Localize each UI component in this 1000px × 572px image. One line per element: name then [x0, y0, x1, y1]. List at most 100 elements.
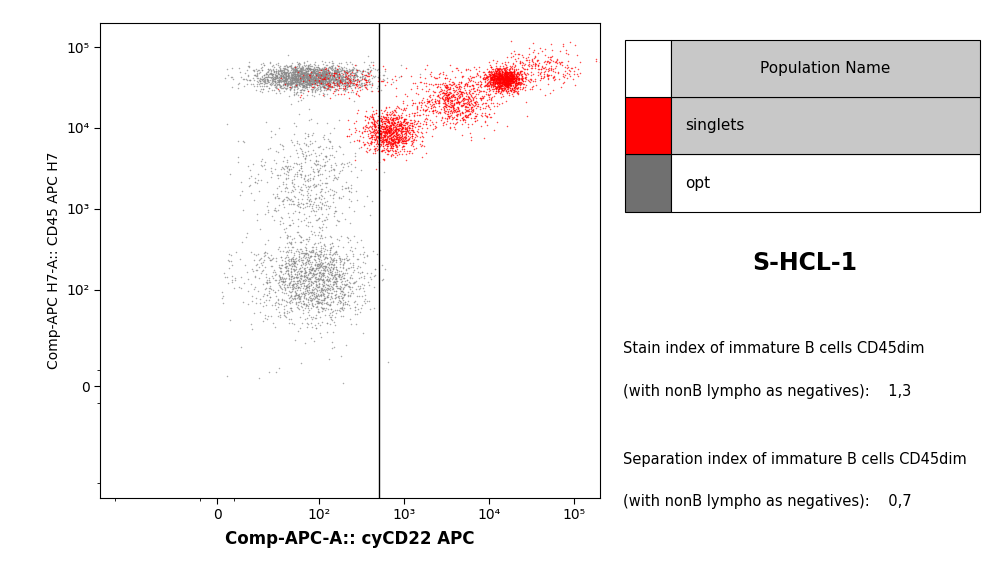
Point	[492, 77, 508, 86]
Point	[338, 264, 354, 273]
Point	[494, 74, 510, 84]
Point	[290, 284, 306, 293]
Point	[505, 72, 521, 81]
Point	[285, 70, 301, 80]
Point	[281, 280, 297, 289]
Point	[383, 130, 399, 139]
Point	[301, 74, 317, 84]
Point	[310, 70, 326, 80]
Point	[344, 71, 360, 80]
Point	[386, 131, 402, 140]
Point	[278, 313, 294, 322]
Point	[483, 76, 499, 85]
Point	[438, 89, 454, 98]
Point	[499, 79, 515, 88]
Point	[313, 77, 329, 86]
Point	[333, 193, 349, 202]
Point	[287, 66, 303, 75]
Point	[500, 74, 516, 83]
Point	[438, 100, 454, 109]
Point	[278, 288, 294, 297]
Point	[461, 101, 477, 110]
Point	[479, 81, 495, 90]
Point	[324, 270, 340, 279]
Point	[488, 74, 504, 83]
Point	[314, 295, 330, 304]
Point	[312, 67, 328, 77]
Point	[284, 76, 300, 85]
Point	[305, 82, 321, 92]
Point	[296, 66, 312, 75]
Point	[343, 243, 359, 252]
Point	[271, 78, 287, 87]
Point	[501, 80, 517, 89]
Point	[492, 70, 508, 79]
Point	[502, 67, 518, 76]
Point	[292, 66, 308, 76]
Point	[317, 197, 333, 206]
Point	[350, 281, 366, 290]
Point	[282, 297, 298, 306]
Point	[363, 70, 379, 79]
Point	[476, 81, 492, 90]
Point	[239, 66, 255, 75]
Point	[515, 77, 531, 86]
Point	[491, 75, 507, 84]
Point	[503, 86, 519, 96]
Point	[322, 62, 338, 72]
Point	[504, 85, 520, 94]
Point	[283, 304, 299, 313]
Point	[441, 114, 457, 123]
Point	[504, 76, 520, 85]
Point	[272, 283, 288, 292]
Point	[484, 65, 500, 74]
Point	[317, 84, 333, 93]
Point	[278, 301, 294, 310]
Point	[336, 304, 352, 313]
Point	[295, 306, 311, 315]
Point	[304, 87, 320, 96]
Point	[449, 82, 465, 92]
Point	[376, 70, 392, 80]
Point	[222, 316, 238, 325]
Point	[314, 225, 330, 235]
Point	[300, 295, 316, 304]
Point	[330, 272, 346, 281]
Point	[299, 235, 315, 244]
Point	[316, 268, 332, 277]
Point	[547, 67, 563, 77]
Point	[528, 59, 544, 69]
Point	[498, 62, 514, 72]
Point	[332, 71, 348, 80]
Point	[303, 72, 319, 81]
Point	[504, 77, 520, 86]
Point	[319, 285, 335, 295]
Point	[295, 66, 311, 75]
Point	[492, 69, 508, 78]
Point	[397, 132, 413, 141]
Point	[503, 74, 519, 84]
Point	[257, 75, 273, 84]
Point	[273, 84, 289, 93]
Point	[306, 79, 322, 88]
Point	[437, 100, 453, 109]
Point	[378, 102, 394, 112]
Point	[566, 69, 582, 78]
Point	[490, 73, 506, 82]
Point	[288, 65, 304, 74]
Point	[327, 67, 343, 77]
Point	[472, 102, 488, 112]
Point	[350, 74, 366, 84]
Point	[320, 78, 336, 87]
Point	[337, 77, 353, 86]
Point	[314, 209, 330, 219]
Point	[486, 92, 502, 101]
Point	[502, 71, 518, 80]
Point	[338, 75, 354, 84]
Point	[423, 95, 439, 104]
Point	[384, 136, 400, 145]
Point	[276, 296, 292, 305]
Point	[381, 133, 397, 142]
Point	[291, 165, 307, 174]
Point	[375, 138, 391, 147]
